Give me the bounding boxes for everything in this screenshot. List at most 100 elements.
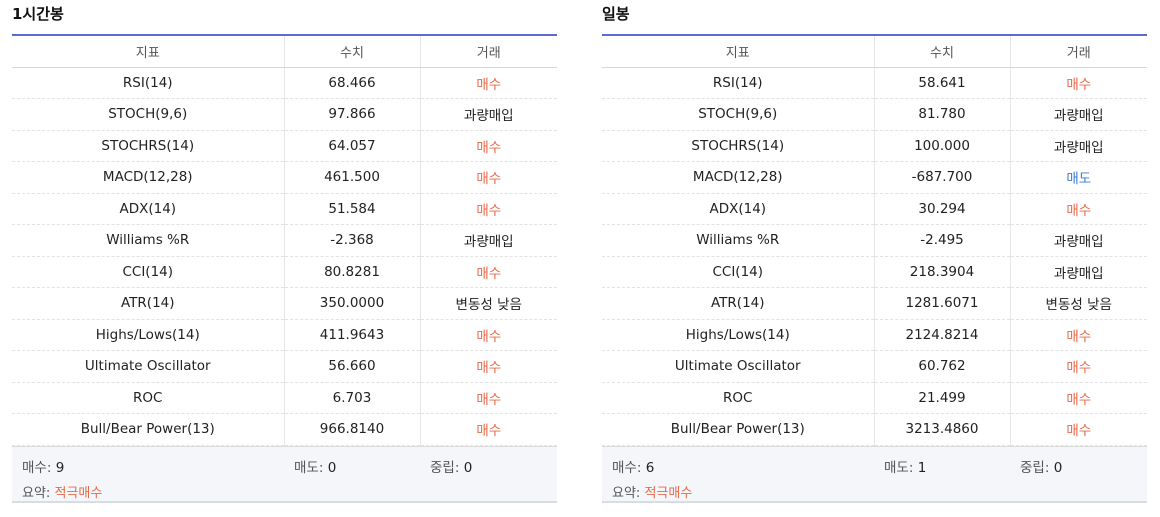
indicator-name: STOCHRS(14) — [12, 130, 285, 162]
trade-signal: 매수 — [1010, 193, 1147, 225]
indicator-name: Williams %R — [602, 224, 875, 257]
indicator-value: -2.368 — [284, 224, 421, 257]
panel-title: 1시간봉 — [12, 5, 64, 23]
indicator-value: 81.780 — [874, 98, 1011, 131]
indicator-value: 6.703 — [284, 382, 421, 414]
table-row: ADX(14) 30.294 매수 — [602, 193, 1147, 225]
indicator-value: 3213.4860 — [874, 413, 1011, 446]
table-row: STOCH(9,6) 81.780 과량매입 — [602, 98, 1147, 131]
buy-count: 매수: 6 — [612, 459, 655, 476]
table-row: RSI(14) 68.466 매수 — [12, 67, 557, 99]
indicator-name: RSI(14) — [602, 67, 875, 99]
table-row: RSI(14) 58.641 매수 — [602, 67, 1147, 99]
indicator-rows: RSI(14) 68.466 매수 STOCH(9,6) 97.866 과량매입 STOCH… — [12, 67, 557, 446]
table-row: STOCHRS(14) 64.057 매수 — [12, 130, 557, 162]
indicator-table: 지표 수치 거래 RSI(14) 58.641 매수 STOCH(9,6) 81.780… — [602, 36, 1147, 446]
summary-value: 적극매수 — [54, 485, 103, 501]
trade-signal: 변동성 낮음 — [420, 287, 557, 320]
table-row: ATR(14) 1281.6071 변동성 낮음 — [602, 287, 1147, 320]
indicator-value: 51.584 — [284, 193, 421, 225]
trade-signal: 매수 — [420, 193, 557, 225]
trade-signal: 매수 — [420, 382, 557, 414]
neutral-count: 중립: 0 — [430, 459, 473, 476]
panel-title: 일봉 — [602, 5, 630, 23]
trade-signal: 매수 — [1010, 67, 1147, 99]
buy-count: 매수: 9 — [22, 459, 65, 476]
table-row: STOCH(9,6) 97.866 과량매입 — [12, 98, 557, 131]
indicator-value: 350.0000 — [284, 287, 421, 320]
trade-signal: 과량매입 — [1010, 224, 1147, 257]
table-row: ATR(14) 350.0000 변동성 낮음 — [12, 287, 557, 320]
table-row: ROC 6.703 매수 — [12, 382, 557, 414]
indicator-value: 80.8281 — [284, 256, 421, 288]
trade-signal: 매수 — [420, 413, 557, 446]
table-row: ROC 21.499 매수 — [602, 382, 1147, 414]
summary-box: 매수: 9 매도: 0 중립: 0 요약: 적극매수 — [12, 445, 557, 503]
header-indicator: 지표 — [602, 36, 875, 68]
trade-signal: 매수 — [420, 350, 557, 383]
trade-signal: 과량매입 — [1010, 130, 1147, 162]
table-row: Bull/Bear Power(13) 966.8140 매수 — [12, 413, 557, 446]
indicator-value: 58.641 — [874, 67, 1011, 99]
table-row: Ultimate Oscillator 56.660 매수 — [12, 350, 557, 383]
table-header-row: 지표 수치 거래 — [12, 36, 557, 68]
table-row: ADX(14) 51.584 매수 — [12, 193, 557, 225]
indicator-name: MACD(12,28) — [12, 161, 285, 194]
indicator-name: ATR(14) — [602, 287, 875, 320]
indicator-name: STOCH(9,6) — [602, 98, 875, 131]
indicator-name: Ultimate Oscillator — [602, 350, 875, 383]
indicator-table: 지표 수치 거래 RSI(14) 68.466 매수 STOCH(9,6) 97.866… — [12, 36, 557, 446]
indicator-name: RSI(14) — [12, 67, 285, 99]
table-row: MACD(12,28) -687.700 매도 — [602, 161, 1147, 194]
indicator-value: 97.866 — [284, 98, 421, 131]
indicator-name: STOCH(9,6) — [12, 98, 285, 131]
indicator-rows: RSI(14) 58.641 매수 STOCH(9,6) 81.780 과량매입 STOCH… — [602, 67, 1147, 446]
table-row: STOCHRS(14) 100.000 과량매입 — [602, 130, 1147, 162]
indicator-name: ADX(14) — [602, 193, 875, 225]
sell-count: 매도: 1 — [884, 459, 927, 476]
indicator-name: ATR(14) — [12, 287, 285, 320]
indicator-value: 56.660 — [284, 350, 421, 383]
summary-value: 적극매수 — [644, 485, 693, 501]
summary-box: 매수: 6 매도: 1 중립: 0 요약: 적극매수 — [602, 445, 1147, 503]
indicator-value: 411.9643 — [284, 319, 421, 351]
indicator-name: CCI(14) — [12, 256, 285, 288]
indicator-value: -687.700 — [874, 161, 1011, 194]
indicator-name: STOCHRS(14) — [602, 130, 875, 162]
indicator-name: Williams %R — [12, 224, 285, 257]
table-header-row: 지표 수치 거래 — [602, 36, 1147, 68]
trade-signal: 매수 — [1010, 382, 1147, 414]
trade-signal: 과량매입 — [420, 224, 557, 257]
indicator-value: 60.762 — [874, 350, 1011, 383]
indicator-name: ADX(14) — [12, 193, 285, 225]
indicator-value: 461.500 — [284, 161, 421, 194]
indicator-name: MACD(12,28) — [602, 161, 875, 194]
trade-signal: 매수 — [420, 67, 557, 99]
trade-signal: 매수 — [1010, 413, 1147, 446]
table-row: Ultimate Oscillator 60.762 매수 — [602, 350, 1147, 383]
indicator-name: Highs/Lows(14) — [602, 319, 875, 351]
trade-signal: 변동성 낮음 — [1010, 287, 1147, 320]
indicator-name: CCI(14) — [602, 256, 875, 288]
indicator-name: Bull/Bear Power(13) — [602, 413, 875, 446]
indicator-value: 218.3904 — [874, 256, 1011, 288]
daily-panel: 일봉 지표 수치 거래 RSI(14) 58.641 매수 STOCH(9,6) 81.… — [602, 0, 1147, 503]
table-row: Highs/Lows(14) 411.9643 매수 — [12, 319, 557, 351]
indicator-name: ROC — [12, 382, 285, 414]
indicator-value: -2.495 — [874, 224, 1011, 257]
table-row: CCI(14) 218.3904 과량매입 — [602, 256, 1147, 288]
indicator-name: Highs/Lows(14) — [12, 319, 285, 351]
table-row: Williams %R -2.368 과량매입 — [12, 224, 557, 257]
indicator-value: 68.466 — [284, 67, 421, 99]
trade-signal: 과량매입 — [1010, 256, 1147, 288]
indicator-value: 2124.8214 — [874, 319, 1011, 351]
trade-signal: 매수 — [420, 161, 557, 194]
indicator-value: 966.8140 — [284, 413, 421, 446]
trade-signal: 매수 — [420, 319, 557, 351]
indicator-name: Bull/Bear Power(13) — [12, 413, 285, 446]
header-action: 거래 — [1010, 36, 1147, 68]
indicator-name: Ultimate Oscillator — [12, 350, 285, 383]
indicator-value: 100.000 — [874, 130, 1011, 162]
title-divider — [602, 34, 1147, 36]
header-value: 수치 — [284, 36, 421, 68]
